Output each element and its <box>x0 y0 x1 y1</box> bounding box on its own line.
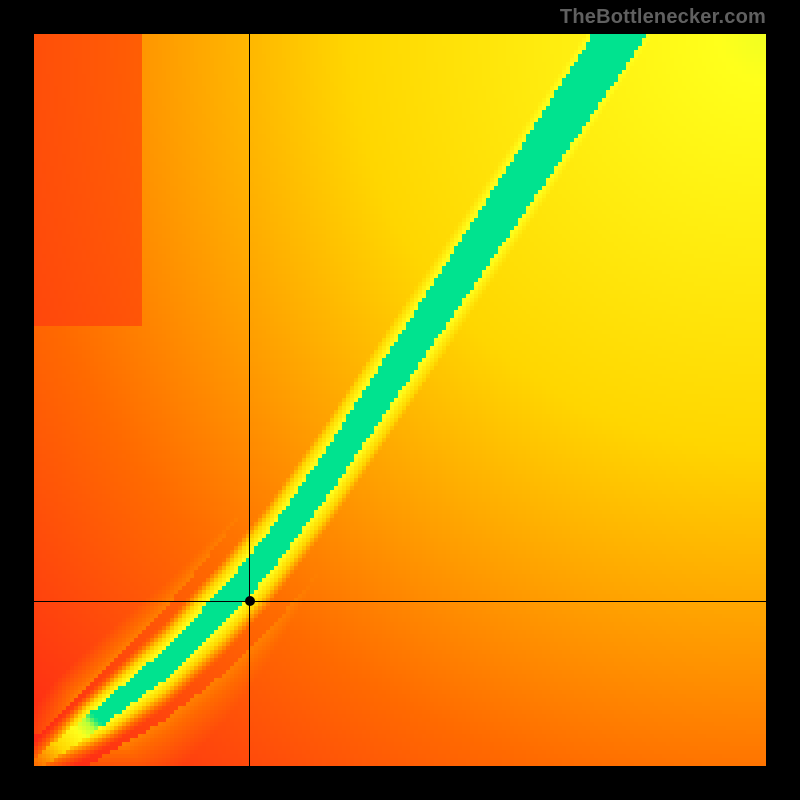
crosshair-marker <box>245 596 255 606</box>
watermark-text: TheBottlenecker.com <box>560 6 766 29</box>
heatmap-plot-area <box>34 34 766 766</box>
crosshair-horizontal <box>34 601 766 602</box>
figure-frame: TheBottlenecker.com <box>0 0 800 800</box>
heatmap-canvas <box>34 34 766 766</box>
crosshair-vertical <box>249 34 250 766</box>
